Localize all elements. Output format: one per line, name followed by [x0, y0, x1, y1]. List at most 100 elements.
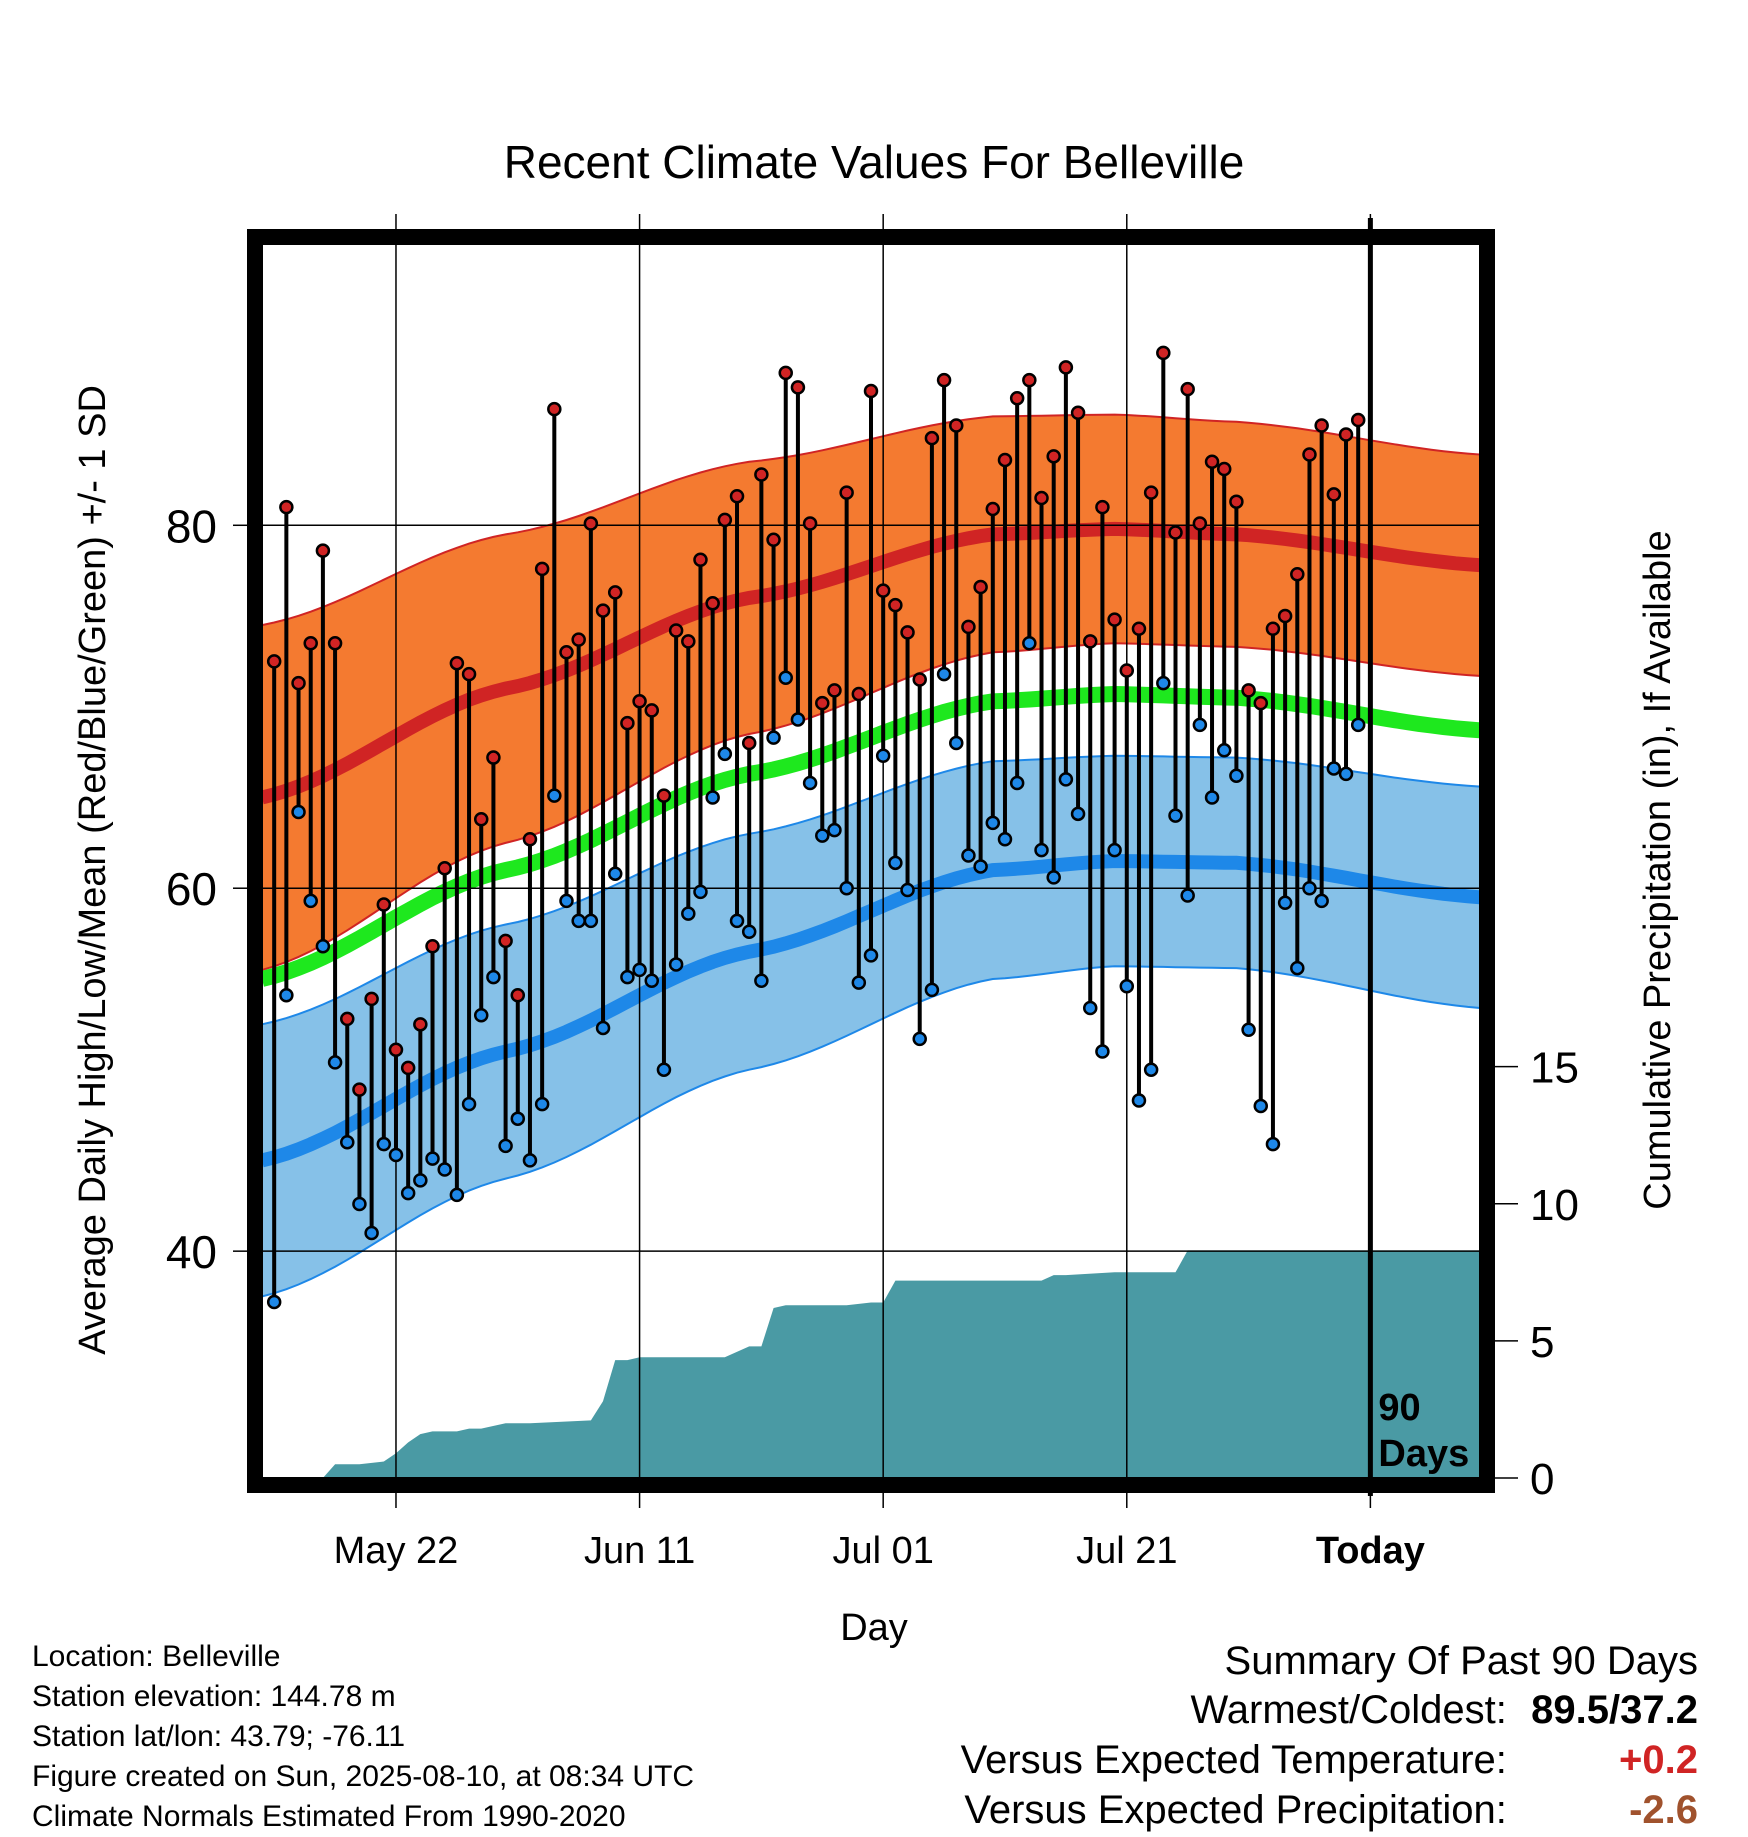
daily-high-point	[1290, 567, 1305, 582]
x-tick-label: May 22	[334, 1530, 459, 1572]
daily-low-point	[827, 822, 842, 838]
daily-high-point	[863, 383, 879, 399]
daily-high-point	[1046, 449, 1061, 464]
daily-high-point	[315, 543, 331, 558]
daily-high-point	[340, 1011, 355, 1027]
created-text: Figure created on Sun, 2025-08-10, at 08…	[32, 1760, 695, 1793]
daily-low-point	[1107, 842, 1122, 858]
daily-low-point	[741, 924, 757, 940]
daily-low-point	[985, 815, 1001, 831]
daily-high-point	[449, 655, 465, 671]
temp-anomaly-row: Versus Expected Temperature: +0.2	[961, 1735, 1698, 1785]
daily-high-point	[510, 988, 526, 1003]
warmest-coldest-row: Warmest/Coldest: 89.5/37.2	[961, 1685, 1699, 1735]
daily-high-point	[766, 532, 781, 548]
daily-low-point	[1290, 960, 1305, 976]
y2-tick-label: 5	[1530, 1318, 1554, 1367]
daily-low-point	[327, 1055, 343, 1070]
daily-high-point	[949, 418, 964, 433]
daily-low-point	[1277, 895, 1293, 910]
daily-low-point	[279, 988, 294, 1003]
daily-high-point	[815, 695, 830, 711]
daily-high-point	[973, 579, 988, 595]
daily-low-point	[1338, 766, 1354, 782]
daily-high-point	[413, 1017, 428, 1032]
y-tick-label: 40	[166, 1226, 217, 1278]
daily-high-point	[595, 603, 611, 618]
daily-high-point	[729, 488, 745, 504]
daily-high-point	[778, 365, 793, 381]
daily-high-point	[1216, 461, 1232, 477]
daily-low-point	[973, 859, 988, 874]
y2-axis-label: Cumulative Precipitation (in), If Availa…	[1637, 530, 1679, 1209]
x-tick-label: Jul 21	[1076, 1530, 1177, 1572]
daily-high-point	[1143, 485, 1159, 500]
daily-high-point	[1302, 447, 1317, 462]
daily-low-point	[912, 1031, 927, 1047]
daily-high-point	[1022, 372, 1037, 388]
daily-low-point	[766, 730, 781, 745]
daily-low-point	[656, 1062, 672, 1077]
daily-high-point	[498, 933, 513, 949]
daily-high-point	[1229, 494, 1244, 509]
daily-low-point	[266, 1294, 282, 1310]
daily-high-point	[1131, 621, 1147, 636]
daily-high-point	[1265, 621, 1281, 636]
daily-high-point	[620, 715, 635, 731]
daily-high-point	[1350, 412, 1366, 428]
daily-low-point	[863, 948, 879, 963]
daily-low-point	[437, 1162, 452, 1177]
daily-low-point	[997, 831, 1013, 847]
x-axis-label: Day	[840, 1607, 908, 1649]
daily-low-point	[778, 670, 793, 685]
daily-high-point	[888, 597, 903, 613]
daily-low-point	[705, 790, 720, 805]
daily-low-point	[790, 712, 806, 727]
daily-high-point	[571, 632, 586, 647]
daily-low-point	[364, 1225, 379, 1241]
precip-area	[262, 1250, 1480, 1478]
daily-high-point	[1070, 405, 1086, 421]
daily-low-point	[668, 957, 684, 972]
daily-low-point	[717, 746, 733, 762]
daily-high-point	[900, 625, 915, 640]
daily-low-point	[473, 1008, 489, 1023]
chart-title: Recent Climate Values For Belleville	[504, 136, 1245, 188]
latlon-text: Station lat/lon: 43.79; -76.11	[32, 1720, 406, 1753]
daily-high-point	[839, 485, 854, 500]
station-info: Location: Belleville Station elevation: …	[32, 1637, 694, 1837]
daily-low-point	[644, 973, 660, 989]
x-tick-label: Today	[1316, 1530, 1425, 1572]
daily-low-point	[1302, 880, 1317, 896]
daily-high-point	[1119, 663, 1135, 678]
daily-high-point	[632, 694, 647, 709]
normals-text: Climate Normals Estimated From 1990-2020	[32, 1800, 626, 1833]
warmest-coldest-label: Warmest/Coldest:	[1190, 1688, 1507, 1732]
daily-high-point	[534, 561, 550, 577]
y-tick-label: 60	[166, 863, 217, 915]
daily-high-point	[559, 645, 574, 660]
daily-low-point	[1070, 806, 1086, 822]
summary-title: Summary Of Past 90 Days	[1224, 1639, 1698, 1683]
daily-low-point	[1082, 1000, 1098, 1016]
daily-low-point	[839, 880, 854, 896]
daily-low-point	[900, 882, 915, 898]
daily-high-point	[1338, 427, 1354, 442]
daily-low-point	[1326, 761, 1342, 776]
daily-low-point	[413, 1173, 428, 1188]
temp-anomaly-value: +0.2	[1619, 1738, 1698, 1782]
daily-high-point	[802, 516, 818, 531]
daily-high-point	[1107, 612, 1122, 627]
daily-high-point	[875, 583, 891, 598]
daily-low-point	[1204, 790, 1220, 805]
daily-high-point	[437, 861, 452, 876]
daily-low-point	[1192, 717, 1208, 733]
daily-high-point	[473, 812, 489, 827]
daily-low-point	[291, 804, 306, 820]
daily-high-point	[693, 552, 708, 568]
daily-high-point	[741, 735, 757, 751]
daily-high-point	[1180, 381, 1195, 397]
x-tick-label: Jul 01	[832, 1530, 933, 1572]
daily-low-point	[607, 866, 623, 881]
